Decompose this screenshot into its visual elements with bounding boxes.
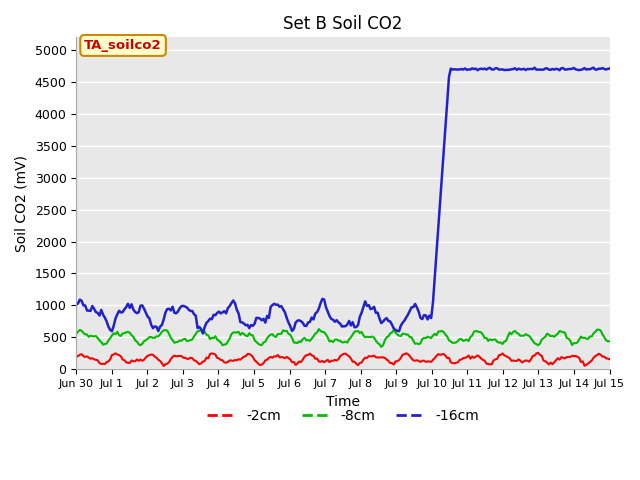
- Y-axis label: Soil CO2 (mV): Soil CO2 (mV): [15, 155, 29, 252]
- Title: Set B Soil CO2: Set B Soil CO2: [284, 15, 403, 33]
- Text: TA_soilco2: TA_soilco2: [84, 39, 162, 52]
- X-axis label: Time: Time: [326, 395, 360, 408]
- Legend: -2cm, -8cm, -16cm: -2cm, -8cm, -16cm: [202, 404, 484, 429]
